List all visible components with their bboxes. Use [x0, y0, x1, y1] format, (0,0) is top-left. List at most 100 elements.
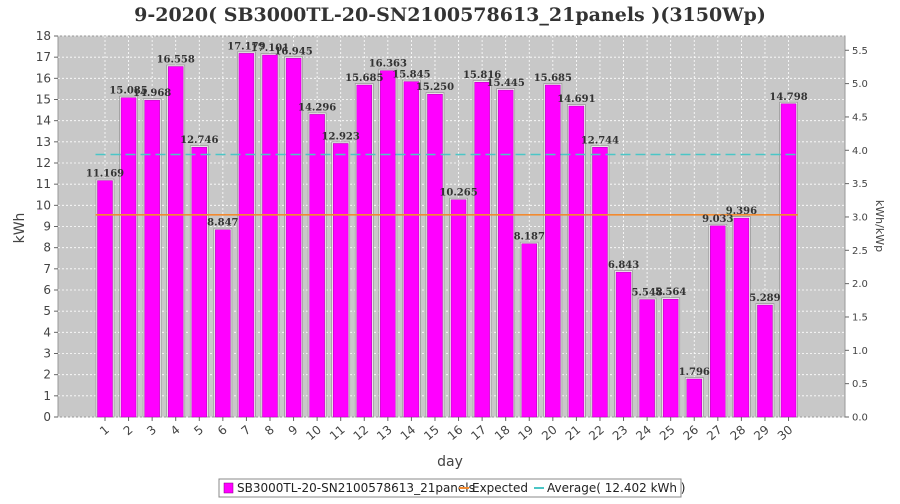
- bar-value-label: 15.685: [534, 73, 572, 84]
- y-axis-right-title: kWh/kWp: [873, 200, 886, 252]
- bar-value-label: 5.564: [655, 287, 686, 298]
- y-tick-label: 14: [36, 114, 51, 128]
- y-tick-label: 1: [43, 389, 51, 403]
- bar: [662, 298, 679, 418]
- bar: [427, 93, 443, 418]
- x-tick-label: 17: [468, 423, 489, 444]
- bar: [780, 103, 797, 418]
- y-right-tick-label: 3.5: [852, 179, 868, 190]
- y-right-tick-label: 0.0: [852, 413, 868, 424]
- y-right-tick-label: 0.5: [852, 379, 868, 390]
- y-tick-label: 17: [36, 50, 51, 64]
- x-tick-label: 18: [492, 423, 513, 444]
- bar-value-label: 12.744: [581, 135, 619, 146]
- bar-value-label: 16.945: [274, 46, 312, 57]
- x-tick-label: 27: [704, 423, 725, 444]
- x-tick-label: 5: [191, 423, 206, 439]
- y-tick-label: 5: [43, 304, 51, 318]
- bar-value-label: 9.033: [702, 214, 733, 225]
- y-tick-label: 6: [43, 283, 51, 297]
- x-tick-label: 19: [515, 423, 536, 444]
- bar-value-label: 16.558: [157, 55, 195, 66]
- bar-value-label: 17.101: [251, 43, 289, 54]
- x-tick-label: 30: [775, 423, 796, 444]
- x-tick-label: 1: [97, 423, 112, 439]
- y-right-tick-label: 5.0: [852, 79, 868, 90]
- bar-value-label: 15.685: [345, 73, 383, 84]
- y-axis-right: 0.0 0.5 1.0 1.5 2.0 2.5 3.0 3.5 4.0 4.5 5.0 5.5: [845, 46, 868, 424]
- bar: [120, 97, 137, 418]
- bar: [733, 217, 750, 418]
- bar: [521, 243, 538, 418]
- x-tick-label: 6: [215, 423, 230, 439]
- x-axis-title: day: [437, 454, 463, 470]
- y-right-tick-label: 4.0: [852, 146, 868, 157]
- y-tick-label: 3: [43, 347, 51, 361]
- bar-value-label: 15.445: [487, 78, 525, 89]
- bar: [710, 225, 726, 418]
- x-tick-label: 29: [751, 423, 772, 444]
- bar: [545, 84, 561, 418]
- bar-value-label: 8.847: [207, 218, 238, 229]
- y-tick-label: 18: [36, 29, 51, 43]
- y-right-tick-label: 2.0: [852, 279, 868, 290]
- x-tick-label: 14: [398, 423, 419, 444]
- bar: [191, 146, 208, 418]
- bar-value-label: 15.816: [463, 70, 501, 81]
- bar-value-label: 8.187: [514, 232, 545, 243]
- y-right-tick-label: 3.0: [852, 212, 868, 223]
- bar-value-label: 6.843: [608, 260, 639, 271]
- y-tick-label: 7: [43, 262, 51, 276]
- bar-value-label: 14.296: [298, 102, 336, 113]
- bar: [686, 378, 702, 418]
- bar-value-label: 1.796: [679, 367, 710, 378]
- x-tick-label: 20: [539, 423, 560, 444]
- bar-value-label: 5.289: [749, 293, 780, 304]
- bar: [262, 54, 278, 418]
- bar-value-label: 14.968: [133, 88, 171, 99]
- bar-value-label: 16.363: [369, 59, 407, 70]
- y-tick-label: 12: [36, 156, 51, 170]
- bar: [238, 53, 255, 418]
- x-tick-label: 24: [633, 423, 654, 444]
- bar: [757, 304, 773, 418]
- x-tick-label: 12: [350, 423, 371, 444]
- bar: [167, 66, 184, 418]
- reference-lines: [95, 153, 799, 216]
- bar: [497, 89, 514, 418]
- bar: [309, 114, 325, 418]
- bar-value-label: 17.179: [227, 41, 265, 52]
- x-tick-label: 2: [121, 423, 136, 439]
- bar: [380, 70, 396, 418]
- y-tick-label: 4: [43, 325, 51, 339]
- bar: [403, 81, 420, 418]
- x-tick-label: 11: [327, 423, 348, 444]
- bar-value-label: 15.845: [392, 70, 430, 81]
- bar: [144, 99, 160, 418]
- y-tick-label: 16: [36, 71, 51, 85]
- legend: SB3000TL-20-SN2100578613_21panels Expect…: [218, 478, 686, 498]
- x-tick-label: 3: [144, 423, 159, 439]
- y-right-tick-label: 4.5: [852, 112, 868, 123]
- bar-series: [95, 51, 798, 418]
- legend-swatch-bars: [223, 482, 234, 494]
- bar-value-label: 11.169: [86, 169, 124, 180]
- legend-label-bars: SB3000TL-20-SN2100578613_21panels: [237, 481, 475, 495]
- bar-value-label: 12.746: [180, 135, 218, 146]
- y-axis-title: kWh: [12, 213, 28, 244]
- y-tick-label: 9: [43, 220, 51, 234]
- x-tick-label: 26: [680, 423, 701, 444]
- bar: [615, 271, 632, 418]
- bar-value-label: 9.396: [726, 206, 757, 217]
- bar: [215, 229, 231, 418]
- x-tick-label: 23: [610, 423, 631, 444]
- x-tick-label: 7: [238, 423, 253, 439]
- y-right-tick-label: 1.0: [852, 346, 868, 357]
- x-tick-label: 16: [445, 423, 466, 444]
- x-tick-label: 8: [262, 423, 277, 439]
- chart-title: 9-2020( SB3000TL-20-SN2100578613_21panel…: [134, 4, 766, 26]
- y-tick-label: 15: [36, 93, 51, 107]
